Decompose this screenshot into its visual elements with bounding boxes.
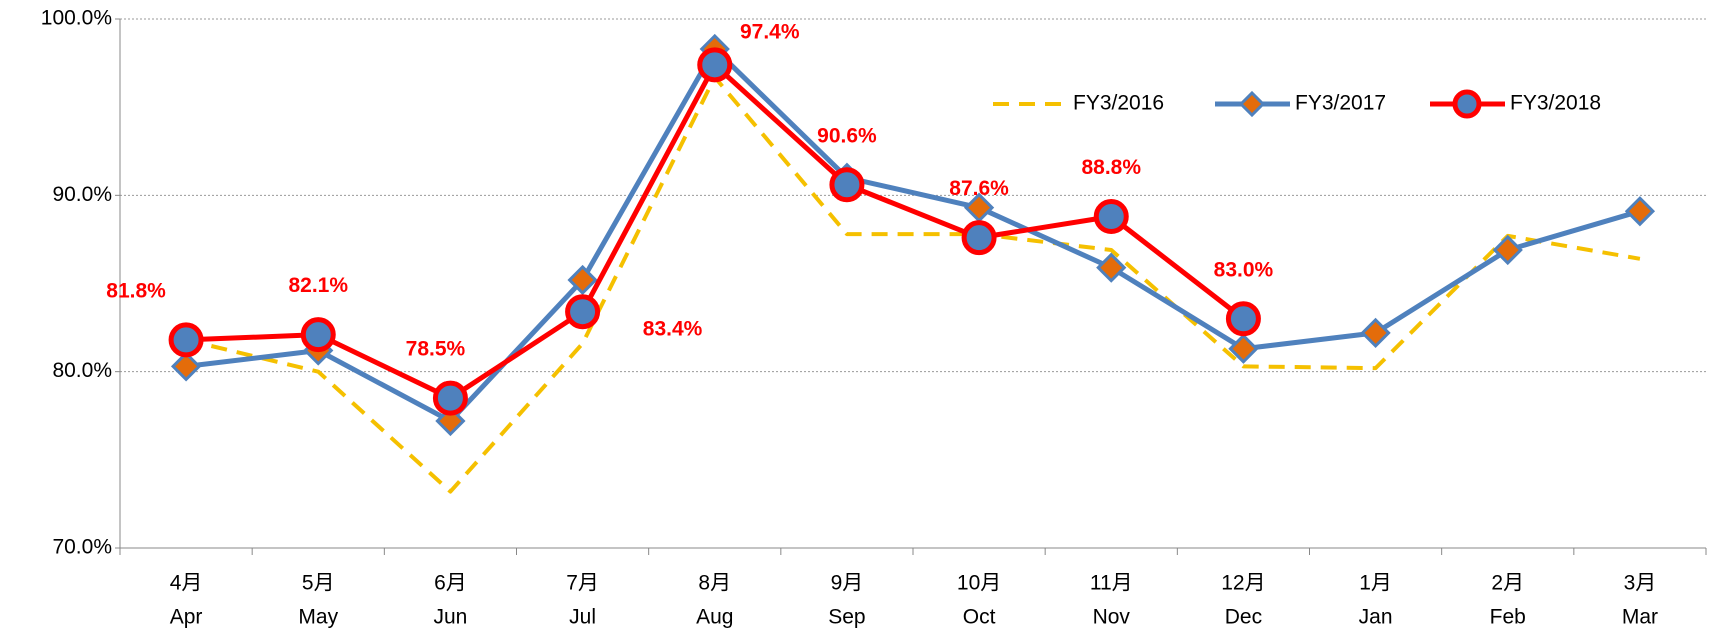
- point: [829, 167, 865, 203]
- series: [185, 75, 1641, 494]
- line: [185, 75, 1641, 494]
- point: [1492, 234, 1523, 266]
- data-label: 87.6%: [949, 177, 1009, 200]
- x-tick-label: Mar: [1622, 606, 1658, 629]
- x-tick-label: Nov: [1093, 606, 1131, 629]
- x-tick-label: 6月: [434, 572, 467, 595]
- x-tick-label: 9月: [831, 572, 864, 595]
- x-tick-label: 2月: [1491, 572, 1524, 595]
- x-tick-label: May: [298, 606, 338, 629]
- x-tick-label: 7月: [566, 572, 599, 595]
- line: [185, 46, 1641, 424]
- point: [697, 47, 733, 83]
- data-label: 78.5%: [406, 338, 466, 361]
- y-tick-label: 100.0%: [41, 7, 112, 30]
- legend-label: FY3/2017: [1295, 92, 1386, 115]
- x-tick-label: 3月: [1624, 572, 1657, 595]
- x-tick-label: 12月: [1221, 572, 1265, 595]
- x-tick-label: 5月: [302, 572, 335, 595]
- x-tick-label: Feb: [1490, 606, 1526, 629]
- x-tick-label: Aug: [696, 606, 733, 629]
- data-label: 81.8%: [106, 279, 166, 302]
- x-tick-label: 4月: [170, 572, 203, 595]
- data-label: 97.4%: [740, 20, 800, 43]
- data-label: 88.8%: [1081, 156, 1141, 179]
- data-label: 82.1%: [288, 274, 348, 297]
- point: [1096, 252, 1127, 283]
- x-tick-label: Jul: [569, 606, 596, 629]
- y-tick-label: 90.0%: [52, 183, 112, 206]
- x-tick-label: 8月: [698, 572, 731, 595]
- legend-label: FY3/2016: [1073, 92, 1164, 115]
- x-tick-label: Dec: [1225, 606, 1262, 629]
- data-label: 83.4%: [643, 317, 703, 340]
- x-tick-label: Jan: [1359, 606, 1393, 629]
- point: [1093, 198, 1129, 234]
- legend-label: FY3/2018: [1510, 92, 1601, 115]
- point: [565, 294, 601, 330]
- x-tick-label: 1月: [1359, 572, 1392, 595]
- point: [1225, 301, 1261, 337]
- x-tick-label: Oct: [963, 606, 996, 629]
- point: [168, 322, 204, 358]
- x-tick-label: Apr: [170, 606, 203, 629]
- y-tick-label: 80.0%: [52, 359, 112, 382]
- y-tick-label: 70.0%: [52, 536, 112, 559]
- x-tick-label: Jun: [433, 606, 467, 629]
- line: [185, 62, 1245, 401]
- point: [1228, 333, 1259, 364]
- point: [435, 405, 466, 437]
- point: [567, 264, 598, 296]
- x-tick-label: Sep: [828, 606, 865, 629]
- data-label: 90.6%: [817, 124, 877, 147]
- point: [432, 380, 468, 416]
- data-label: 83.0%: [1214, 258, 1274, 281]
- legend: FY3/2016 FY3/2017 FY3/2018: [993, 89, 1601, 119]
- series: [168, 47, 1261, 416]
- point: [300, 317, 336, 353]
- legend-marker: [1238, 90, 1266, 118]
- point: [1624, 196, 1656, 227]
- x-tick-label: 11月: [1090, 572, 1133, 595]
- point: [170, 351, 202, 382]
- point: [961, 220, 997, 256]
- x-tick-label: 10月: [957, 572, 1001, 595]
- legend-marker: [1452, 89, 1482, 119]
- point: [1360, 317, 1391, 348]
